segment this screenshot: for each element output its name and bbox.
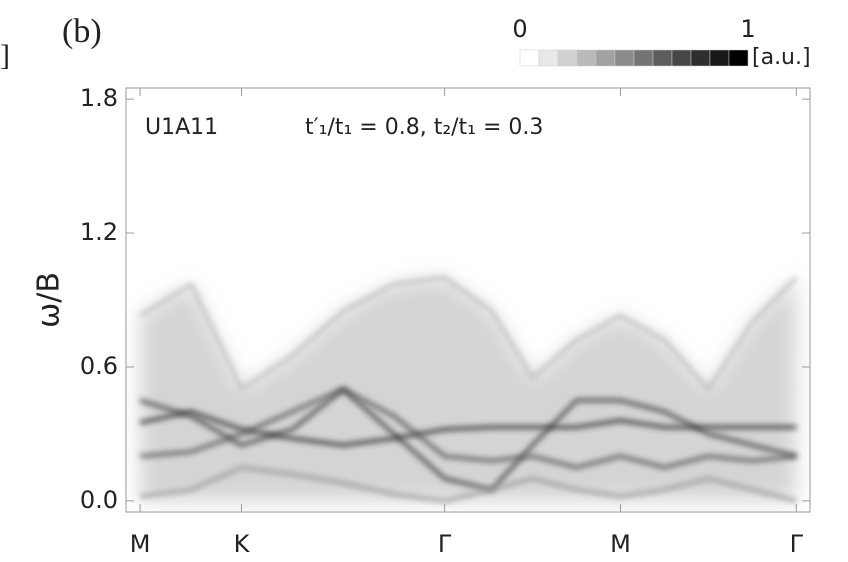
y-axis-label: ω/B xyxy=(32,272,67,328)
colorbar-step xyxy=(728,49,749,67)
colorbar-step xyxy=(652,49,673,67)
band xyxy=(139,465,797,503)
colorbar-step xyxy=(519,49,540,67)
colorbar-step xyxy=(595,49,616,67)
colorbar-step xyxy=(614,49,635,67)
colorbar-step xyxy=(709,49,730,67)
colorbar-tick-label: 1 xyxy=(740,15,755,43)
colorbar-step xyxy=(671,49,692,67)
plot-area xyxy=(139,275,798,503)
colorbar-step xyxy=(576,49,597,67)
continuum xyxy=(140,277,797,501)
colorbar: 0 1[a.u.] xyxy=(512,15,810,70)
y-tick-label: 1.8 xyxy=(80,84,118,112)
x-tick-label: Γ xyxy=(790,530,804,558)
x-tick-label: K xyxy=(234,530,251,558)
y-tick-label: 0.6 xyxy=(80,352,118,380)
colorbar-step xyxy=(557,49,578,67)
colorbar-tick-label: 0 xyxy=(512,15,527,43)
band xyxy=(139,409,797,448)
colorbar-step xyxy=(690,49,711,67)
colorbar-label: [a.u.] xyxy=(752,45,811,70)
x-tick-label: Γ xyxy=(438,530,452,558)
band xyxy=(139,387,797,470)
colorbar-step xyxy=(633,49,654,67)
x-tick-label: M xyxy=(610,530,631,558)
panel-label: (b) xyxy=(62,13,102,50)
colorbar-step xyxy=(538,49,559,67)
y-tick-label: 0.0 xyxy=(80,486,118,514)
fragment: ] xyxy=(0,39,10,72)
annotation: U1A11 xyxy=(145,115,218,140)
annotation: t′₁/t₁ = 0.8, t₂/t₁ = 0.3 xyxy=(305,115,543,140)
band xyxy=(139,275,798,392)
x-tick-label: M xyxy=(130,530,151,558)
y-tick-label: 1.2 xyxy=(80,218,118,246)
